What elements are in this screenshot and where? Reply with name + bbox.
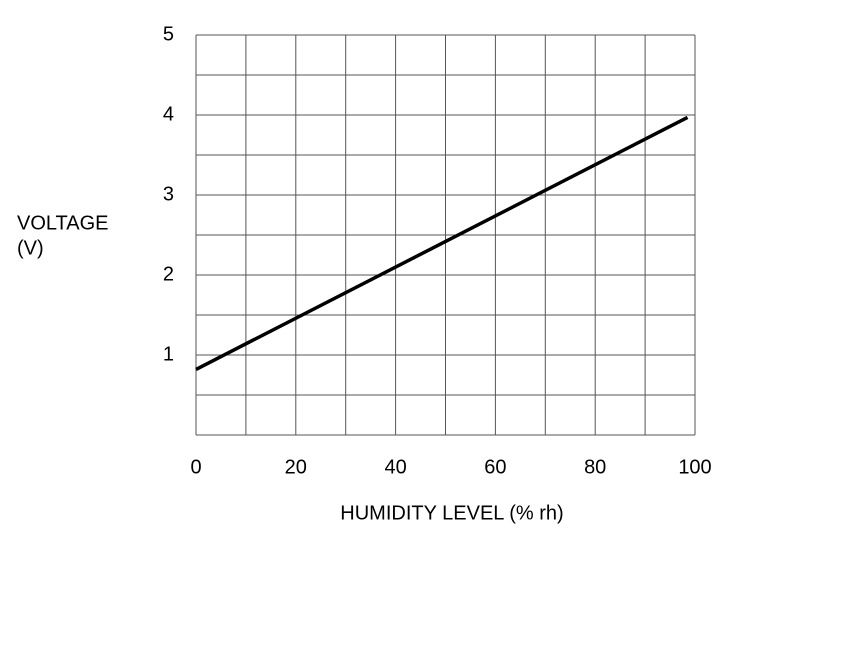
y-axis-label: (V) <box>17 237 44 259</box>
x-tick-label: 20 <box>285 456 307 478</box>
data-line <box>195 115 689 371</box>
x-tick-label: 0 <box>190 456 201 478</box>
y-tick-label: 5 <box>163 23 174 45</box>
x-axis-label: HUMIDITY LEVEL (% rh) <box>340 502 563 524</box>
y-tick-label: 4 <box>163 103 174 125</box>
x-tick-label: 100 <box>678 456 711 478</box>
x-tick-label: 80 <box>584 456 606 478</box>
y-axis-label: VOLTAGE <box>17 212 109 234</box>
x-tick-label: 60 <box>484 456 506 478</box>
y-tick-label: 2 <box>163 263 174 285</box>
y-tick-label: 3 <box>163 183 174 205</box>
x-tick-label: 40 <box>384 456 406 478</box>
y-tick-label: 1 <box>163 343 174 365</box>
